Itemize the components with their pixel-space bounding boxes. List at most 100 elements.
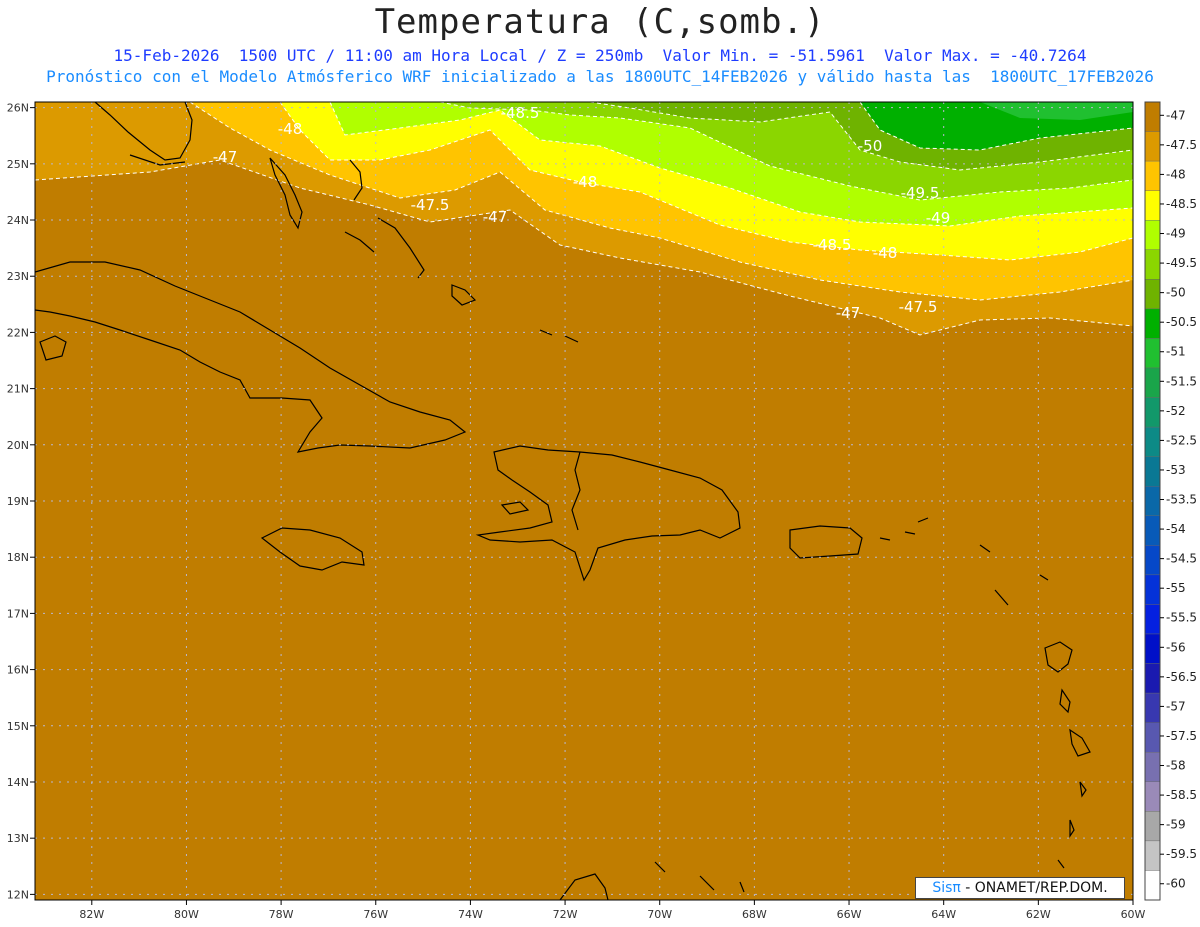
coast-puerto-rico [789,525,863,559]
coast-florida-keys [129,154,186,166]
lat-tick-label: 13N [7,832,29,845]
legend-swatch [1144,574,1161,605]
legend-swatch [1144,279,1161,310]
legend-label: -50.5 [1166,315,1197,329]
lon-tick-label: 66W [837,908,862,921]
lon-tick-label: 76W [363,908,388,921]
contour-label: -49 [926,209,951,227]
coast-grenada [1057,859,1065,869]
lon-tick-label: 60W [1121,908,1146,921]
chart-title: Temperatura (C,somb.) [374,2,826,42]
lat-tick-label: 14N [7,776,29,789]
legend-swatch [1144,722,1161,753]
legend-swatch [1144,249,1161,280]
lat-tick-label: 26N [7,102,29,115]
coast-st-vincent [1069,819,1075,838]
coast-florida [94,102,193,161]
contour-label: -47 [213,148,238,166]
legend-swatch [1144,870,1161,901]
legend-label: -55.5 [1166,611,1197,625]
legend-label: -48 [1166,167,1186,181]
coast-virgin-islands [879,517,929,541]
lat-tick-label: 19N [7,495,29,508]
lat-tick-label: 20N [7,439,29,452]
legend-label: -48.5 [1166,197,1197,211]
lon-tick-label: 80W [174,908,199,921]
legend-swatch [1144,781,1161,812]
coast-turks-caicos [539,329,579,343]
lat-tick-label: 18N [7,551,29,564]
legend-swatch [1144,545,1161,576]
lon-tick-label: 82W [79,908,104,921]
contour-label: -48.5 [501,104,540,122]
contour-lines [35,102,1133,336]
coast-bahamas-abaco [349,159,363,201]
legend-swatch [1144,692,1161,723]
lat-tick-label: 16N [7,664,29,677]
legend-swatch [1144,308,1161,339]
lon-axis: 82W 80W 78W 76W 74W 72W 70W 68W 66W 64W 62W 60W [79,900,1146,921]
coast-haiti-border [571,451,581,531]
lat-tick-label: 12N [7,888,29,901]
legend-label: -50 [1166,286,1186,300]
legend-swatch [1144,190,1161,221]
contour-label: -49.5 [901,184,940,202]
legend-label: -47.5 [1166,138,1197,152]
legend-label: -53.5 [1166,493,1197,507]
coast-jamaica [260,527,365,571]
legend-label: -53 [1166,463,1186,477]
legend-label: -57 [1166,699,1186,713]
legend-label: -52 [1166,404,1186,418]
legend-label: -52.5 [1166,433,1197,447]
band-minus-51 [980,102,1133,120]
contour-label: -47 [483,208,508,226]
subtitle-valid-time: 15-Feb-2026 1500 UTC / 11:00 am Hora Loc… [113,46,1087,65]
legend-label: -51 [1166,345,1186,359]
legend-label: -60 [1166,877,1186,891]
legend-label: -58.5 [1166,788,1197,802]
legend-label: -49.5 [1166,256,1197,270]
contour-label: -48 [873,244,898,262]
coast-st-lucia [1079,781,1087,798]
coast-isle-of-youth [39,335,67,361]
legend-swatch [1144,426,1161,457]
legend-swatch [1144,131,1161,162]
lon-tick-label: 62W [1026,908,1051,921]
legend-swatch [1144,220,1161,250]
lon-tick-label: 68W [742,908,767,921]
lon-tick-label: 70W [647,908,672,921]
legend-swatch [1144,752,1161,782]
contour-label: -48 [278,120,303,138]
legend-swatch [1144,604,1161,635]
legend-label: -51.5 [1166,374,1197,388]
legend-label: -58 [1166,759,1186,773]
coast-gonave [500,501,530,515]
legend-swatch [1144,160,1161,191]
lon-tick-label: 74W [458,908,483,921]
contour-label: -48 [573,173,598,191]
coastlines [35,102,1091,900]
legend-label: -49 [1166,227,1186,241]
contour-line [589,102,1133,171]
contour-line [439,102,1133,201]
legend-swatch [1144,663,1161,694]
lat-tick-label: 15N [7,720,29,733]
coast-antilles-1 [979,544,1049,606]
legend-label: -59.5 [1166,847,1197,861]
contour-line [279,102,1133,261]
lon-tick-label: 78W [269,908,294,921]
contour-line [859,102,1133,151]
legend-swatch [1144,101,1161,132]
coast-hispaniola [475,445,741,582]
lat-tick-label: 24N [7,214,29,227]
contour-label: -50 [858,137,883,155]
credit-box: Sisπ - ONAMET/REP.DOM. [915,877,1125,899]
contour-label: -47.5 [899,298,938,316]
credit-logo: Sisπ [932,880,961,896]
legend-label: -54 [1166,522,1186,536]
legend-label: -57.5 [1166,729,1197,743]
legend-label: -59 [1166,818,1186,832]
legend-swatch [1144,338,1161,369]
legend-swatch [1144,633,1161,664]
